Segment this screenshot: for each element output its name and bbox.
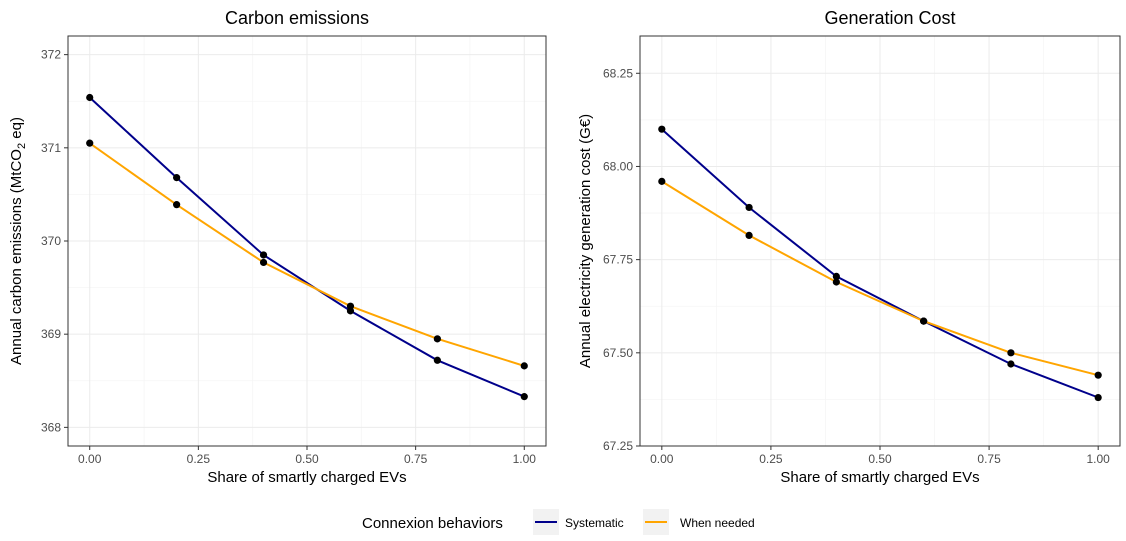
data-point-when-needed bbox=[433, 335, 441, 343]
data-point-when-needed bbox=[745, 231, 753, 240]
data-point-when-needed bbox=[920, 317, 928, 325]
chart-title: Generation Cost bbox=[824, 8, 955, 28]
data-point-when-needed bbox=[346, 302, 355, 310]
data-point-systematic bbox=[259, 251, 268, 259]
legend: Connexion behaviors Systematic When needed bbox=[362, 509, 755, 535]
x-axis-title: Share of smartly charged EVs bbox=[207, 469, 406, 486]
y-tick-label: 68.25 bbox=[603, 66, 633, 80]
y-tick-label: 371 bbox=[41, 141, 61, 155]
x-tick-label: 0.75 bbox=[404, 452, 428, 466]
x-tick-label: 0.50 bbox=[868, 452, 892, 466]
data-point-when-needed bbox=[259, 258, 268, 267]
data-point-when-needed bbox=[1094, 371, 1102, 379]
x-tick-label: 0.25 bbox=[187, 452, 211, 466]
data-point-systematic bbox=[658, 125, 666, 133]
legend-title: Connexion behaviors bbox=[362, 515, 503, 532]
data-point-when-needed bbox=[832, 278, 840, 286]
x-tick-label: 0.50 bbox=[295, 452, 319, 466]
panel-border bbox=[67, 35, 547, 447]
chart-panel-1: 0.00 0.25 0.50 0.75 1.00 368 369 370 371 372 Carbo… bbox=[8, 8, 547, 486]
data-point-when-needed bbox=[658, 177, 666, 185]
data-point-systematic bbox=[832, 272, 840, 281]
panel-border bbox=[639, 35, 1121, 447]
data-point-when-needed bbox=[520, 362, 528, 370]
y-tick-label: 372 bbox=[41, 48, 61, 62]
x-tick-label: 0.00 bbox=[650, 452, 674, 466]
x-tick-label: 0.00 bbox=[78, 452, 102, 466]
x-tick-label: 1.00 bbox=[513, 452, 537, 466]
legend-item-when-needed: When needed bbox=[680, 516, 755, 530]
y-axis-title: Annual carbon emissions (MtCO2 eq) bbox=[8, 117, 28, 365]
y-tick-label: 67.75 bbox=[603, 253, 633, 267]
x-tick-label: 0.25 bbox=[759, 452, 783, 466]
y-tick-label: 67.50 bbox=[603, 346, 633, 360]
y-axis-title-subscript: 2 bbox=[16, 143, 28, 149]
y-axis-title-end: eq) bbox=[8, 117, 25, 143]
y-tick-label: 369 bbox=[41, 327, 61, 341]
y-tick-label: 67.25 bbox=[603, 439, 633, 453]
legend-item-systematic: Systematic bbox=[565, 516, 624, 530]
series-line-systematic bbox=[661, 128, 1099, 399]
data-point-systematic bbox=[1007, 360, 1015, 368]
data-point-systematic bbox=[520, 393, 528, 401]
data-point-systematic bbox=[86, 93, 94, 102]
y-tick-label: 68.00 bbox=[603, 159, 633, 173]
chart-title: Carbon emissions bbox=[225, 8, 369, 28]
data-point-when-needed bbox=[173, 201, 181, 209]
data-point-when-needed bbox=[86, 139, 94, 147]
series-line-systematic bbox=[89, 96, 525, 398]
x-tick-label: 1.00 bbox=[1087, 452, 1111, 466]
data-point-systematic bbox=[433, 356, 441, 364]
x-axis-title: Share of smartly charged EVs bbox=[780, 469, 979, 486]
data-point-systematic bbox=[1094, 393, 1102, 402]
data-point-when-needed bbox=[1007, 349, 1015, 357]
series-line-when-needed bbox=[661, 180, 1099, 377]
y-axis-title: Annual electricity generation cost (G€) bbox=[577, 114, 594, 368]
data-point-systematic bbox=[745, 203, 753, 212]
data-point-systematic bbox=[173, 174, 181, 182]
chart-panel-2: 0.00 0.25 0.50 0.75 1.00 67.25 67.50 67.75 68.00… bbox=[577, 8, 1121, 486]
y-axis-title-main: Annual electricity generation cost (G€) bbox=[577, 114, 594, 368]
y-axis-title-main: Annual carbon emissions (MtCO bbox=[8, 149, 25, 365]
y-tick-label: 368 bbox=[41, 420, 61, 434]
series-line-when-needed bbox=[89, 142, 525, 367]
x-tick-label: 0.75 bbox=[977, 452, 1001, 466]
y-tick-label: 370 bbox=[41, 234, 61, 248]
